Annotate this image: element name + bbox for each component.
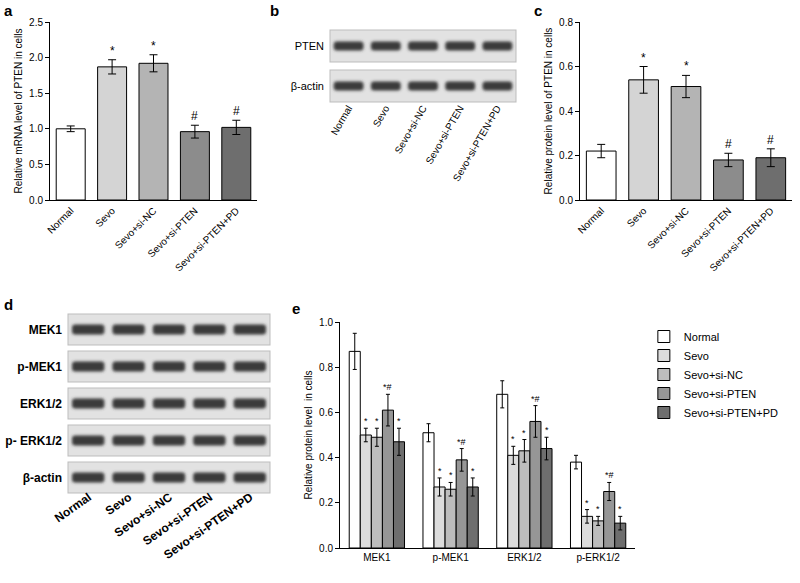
svg-text:Sevo+si-PTEN+PD: Sevo+si-PTEN+PD: [684, 407, 778, 419]
svg-text:0.2: 0.2: [319, 497, 333, 508]
svg-text:*: *: [110, 44, 115, 58]
svg-text:*: *: [522, 428, 526, 438]
svg-text:#: #: [725, 137, 732, 151]
svg-text:Sevo+si-NC: Sevo+si-NC: [113, 205, 159, 251]
svg-text:*: *: [641, 51, 646, 65]
svg-text:p-ERK1/2: p-ERK1/2: [576, 552, 620, 563]
svg-text:*: *: [545, 425, 549, 435]
svg-text:Sevo+si-PTEN: Sevo+si-PTEN: [146, 205, 200, 259]
svg-text:p- ERK1/2: p- ERK1/2: [5, 434, 62, 448]
svg-text:*: *: [397, 416, 401, 426]
svg-text:PTEN: PTEN: [295, 40, 324, 52]
svg-text:Relative mRNA level of PTEN in: Relative mRNA level of PTEN in cells: [13, 28, 24, 193]
svg-text:0.2: 0.2: [559, 150, 573, 161]
svg-text:p-MEK1: p-MEK1: [433, 552, 470, 563]
svg-text:Sevo+si-PTEN+PD: Sevo+si-PTEN+PD: [451, 104, 503, 184]
svg-text:2.0: 2.0: [29, 52, 43, 63]
svg-text:*: *: [684, 59, 689, 73]
svg-text:2.5: 2.5: [29, 17, 43, 28]
svg-text:Relative protein level in cel: Relative protein level in cells: [303, 371, 314, 500]
svg-text:Sevo+si-PTEN: Sevo+si-PTEN: [423, 104, 465, 167]
svg-text:0.8: 0.8: [559, 17, 573, 28]
svg-text:0.6: 0.6: [319, 407, 333, 418]
svg-text:Sevo+si-NC: Sevo+si-NC: [645, 205, 691, 251]
svg-text:p-MEK1: p-MEK1: [17, 360, 62, 374]
svg-text:ERK1/2: ERK1/2: [20, 397, 62, 411]
svg-text:Sevo+si-PTEN: Sevo+si-PTEN: [679, 205, 733, 259]
svg-text:Sevo: Sevo: [103, 490, 135, 518]
svg-text:Sevo: Sevo: [371, 103, 392, 129]
svg-text:*#: *#: [605, 470, 614, 480]
svg-text:*: *: [438, 466, 442, 476]
svg-text:MEK1: MEK1: [363, 552, 391, 563]
svg-text:ERK1/2: ERK1/2: [507, 552, 542, 563]
svg-text:*: *: [511, 434, 515, 444]
svg-text:*#: *#: [383, 382, 392, 392]
svg-text:0.8: 0.8: [319, 362, 333, 373]
svg-text:*#: *#: [531, 394, 540, 404]
svg-text:Sevo+si-NC: Sevo+si-NC: [111, 490, 175, 540]
svg-text:*: *: [596, 504, 600, 514]
svg-text:0.0: 0.0: [29, 195, 43, 206]
svg-text:#: #: [767, 133, 774, 147]
svg-text:Sevo+si-PTEN+PD: Sevo+si-PTEN+PD: [161, 490, 256, 562]
svg-text:β-actin: β-actin: [291, 80, 324, 92]
svg-text:Sevo+si-NC: Sevo+si-NC: [392, 104, 428, 156]
html-text:c: c: [534, 2, 543, 19]
svg-text:Sevo+si-NC: Sevo+si-NC: [684, 369, 743, 381]
svg-text:Sevo: Sevo: [93, 205, 117, 229]
svg-text:Normal: Normal: [45, 205, 76, 236]
svg-text:Normal: Normal: [329, 104, 355, 137]
svg-text:0.0: 0.0: [319, 543, 333, 554]
svg-text:*#: *#: [457, 437, 466, 447]
svg-text:Normal: Normal: [52, 490, 94, 525]
svg-text:Normal: Normal: [576, 205, 607, 236]
html-text:b: b: [270, 2, 280, 19]
svg-text:β-actin: β-actin: [23, 471, 62, 485]
svg-text:1.0: 1.0: [29, 123, 43, 134]
svg-text:MEK1: MEK1: [29, 323, 63, 337]
svg-text:Relative protein level of PTEN: Relative protein level of PTEN in cells: [543, 28, 554, 195]
svg-text:Sevo+si-PTEN: Sevo+si-PTEN: [684, 388, 756, 400]
svg-text:#: #: [233, 104, 240, 118]
svg-text:1.5: 1.5: [29, 88, 43, 99]
html-text:a: a: [4, 2, 13, 19]
svg-text:*: *: [471, 466, 475, 476]
svg-text:*: *: [618, 504, 622, 514]
svg-text:Sevo: Sevo: [625, 205, 649, 229]
svg-text:Normal: Normal: [684, 331, 719, 343]
svg-text:#: #: [191, 109, 198, 123]
svg-text:0.0: 0.0: [559, 195, 573, 206]
svg-text:0.4: 0.4: [559, 106, 573, 117]
svg-text:0.6: 0.6: [559, 61, 573, 72]
svg-text:1.0: 1.0: [319, 317, 333, 328]
svg-text:*: *: [375, 416, 379, 426]
svg-text:*: *: [585, 498, 589, 508]
svg-text:0.4: 0.4: [319, 452, 333, 463]
svg-text:0.5: 0.5: [29, 159, 43, 170]
svg-text:*: *: [449, 470, 453, 480]
svg-text:*: *: [364, 416, 368, 426]
svg-text:Sevo+si-PTEN+PD: Sevo+si-PTEN+PD: [173, 205, 241, 273]
svg-text:Sevo: Sevo: [684, 350, 709, 362]
html-text:e: e: [292, 300, 301, 317]
svg-text:*: *: [151, 39, 156, 53]
svg-text:Sevo+si-PTEN+PD: Sevo+si-PTEN+PD: [707, 205, 775, 273]
html-text:d: d: [4, 296, 14, 313]
